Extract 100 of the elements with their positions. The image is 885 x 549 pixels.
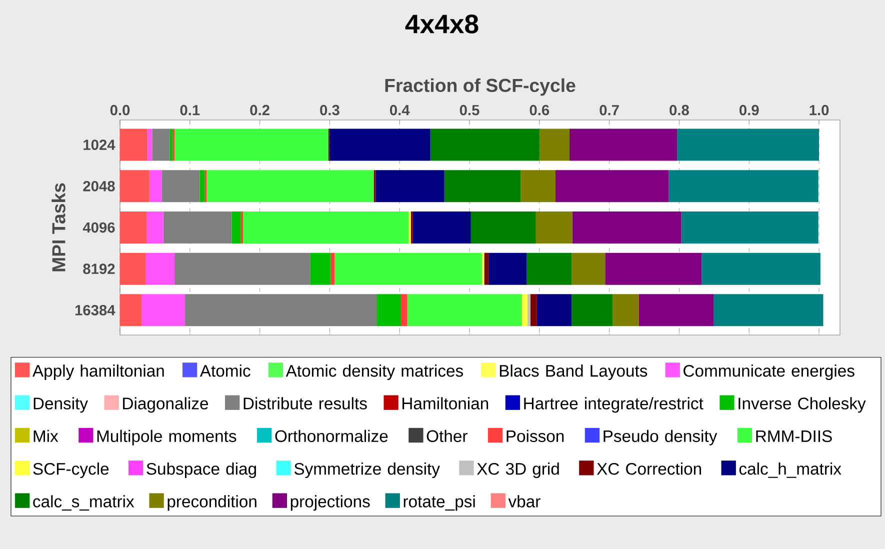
bar <box>200 170 205 202</box>
legend-label: Hamiltonian <box>402 397 488 410</box>
legend-label: Atomic <box>200 364 250 377</box>
bar <box>444 170 521 202</box>
legend-label: Distribute results <box>244 397 367 410</box>
bar <box>702 252 820 285</box>
y-tick-label: 8192 <box>83 264 115 274</box>
bar <box>147 128 152 161</box>
bar <box>149 170 162 202</box>
bar <box>522 294 528 326</box>
bar <box>526 252 572 285</box>
bar <box>520 170 556 202</box>
legend-label: Poisson <box>506 430 564 442</box>
bar <box>310 252 330 285</box>
legend-label: RMM-DIIS <box>756 430 832 442</box>
bar <box>569 128 678 161</box>
bar <box>681 211 818 244</box>
bar <box>677 128 820 161</box>
legend-label: Mix <box>34 430 58 442</box>
legend-label: Blacs Band Layouts <box>500 364 648 380</box>
legend-label: Pseudo density <box>604 430 718 446</box>
bar <box>412 211 471 244</box>
legend-label: Symmetrize density <box>294 462 440 478</box>
x-tick-label: 0.8 <box>670 104 689 116</box>
y-axis-title: MPI Tasks <box>52 183 66 272</box>
bar <box>528 294 530 326</box>
x-tick-label: 0.4 <box>390 104 410 116</box>
bar <box>572 252 606 285</box>
y-tick-label: 2048 <box>83 180 115 192</box>
y-tick-label: 16384 <box>75 304 116 316</box>
bar <box>605 252 702 285</box>
legend-label: Other <box>426 430 468 442</box>
legend-label: Atomic density matrices <box>286 364 464 380</box>
bar <box>172 128 175 161</box>
legend-label: projections <box>290 495 370 511</box>
bar <box>174 252 310 285</box>
bar <box>240 211 244 244</box>
bar <box>163 211 232 244</box>
y-tick-label: 1024 <box>84 140 116 150</box>
bar <box>488 252 527 285</box>
bar <box>170 128 172 161</box>
bar <box>146 211 164 244</box>
x-axis-title: Fraction of SCF-cycle <box>385 78 576 96</box>
legend-label: Hartree integrate/restrict <box>524 397 704 413</box>
bar <box>556 170 669 202</box>
bar <box>401 294 408 326</box>
x-tick-label: 0.9 <box>740 104 759 116</box>
x-tick-label: 0.5 <box>460 104 480 116</box>
chart-title: 4x4x8 <box>405 14 478 34</box>
bar <box>232 211 241 244</box>
y-tick-label: 4096 <box>82 222 115 233</box>
bar <box>668 170 818 202</box>
legend-label: Communicate energies <box>684 364 854 380</box>
legend-label: Diagonalize <box>123 397 208 413</box>
bar <box>120 170 150 202</box>
bar <box>539 128 570 161</box>
bar <box>152 128 170 161</box>
bar <box>530 294 537 326</box>
bar <box>376 170 444 202</box>
bar <box>484 252 488 285</box>
legend-label: calc_s_matrix <box>33 495 134 511</box>
bar <box>638 294 714 326</box>
x-tick-label: 0.7 <box>600 104 619 116</box>
bar <box>612 294 639 326</box>
bar <box>572 294 613 326</box>
bar <box>162 170 200 202</box>
bar <box>407 294 522 326</box>
bar <box>713 294 824 326</box>
bar <box>146 252 175 285</box>
bar <box>206 170 374 202</box>
x-tick-label: 1.0 <box>810 104 829 116</box>
legend-label: Orthonormalize <box>275 430 388 442</box>
x-tick-label: 0.3 <box>320 104 340 116</box>
bar <box>243 211 409 244</box>
bar <box>536 211 572 244</box>
bar <box>120 128 148 161</box>
bar <box>120 211 147 244</box>
legend-label: Multipole moments <box>97 430 236 446</box>
legend-label: calc_h_matrix <box>739 462 842 478</box>
legend-label: Apply hamiltonian <box>32 364 164 380</box>
legend-label: Density <box>34 397 88 413</box>
bar <box>376 294 402 326</box>
bar <box>185 294 377 326</box>
bar <box>470 211 536 244</box>
x-tick-label: 0.2 <box>250 104 270 116</box>
bar <box>536 294 572 326</box>
bar <box>572 211 682 244</box>
bar <box>330 128 430 161</box>
bar <box>120 252 146 285</box>
legend-label: precondition <box>168 495 256 511</box>
legend-label: XC Correction <box>596 462 702 475</box>
x-tick-label: 0.0 <box>110 104 130 116</box>
bar <box>430 128 540 161</box>
legend-label: vbar <box>508 495 540 508</box>
bar <box>334 252 482 285</box>
legend-label: Inverse Cholesky <box>738 397 866 413</box>
legend-label: XC 3D grid <box>476 462 559 478</box>
bar <box>142 294 186 326</box>
legend-label: rotate_psi <box>404 495 475 511</box>
x-tick-label: 0.1 <box>180 104 200 116</box>
